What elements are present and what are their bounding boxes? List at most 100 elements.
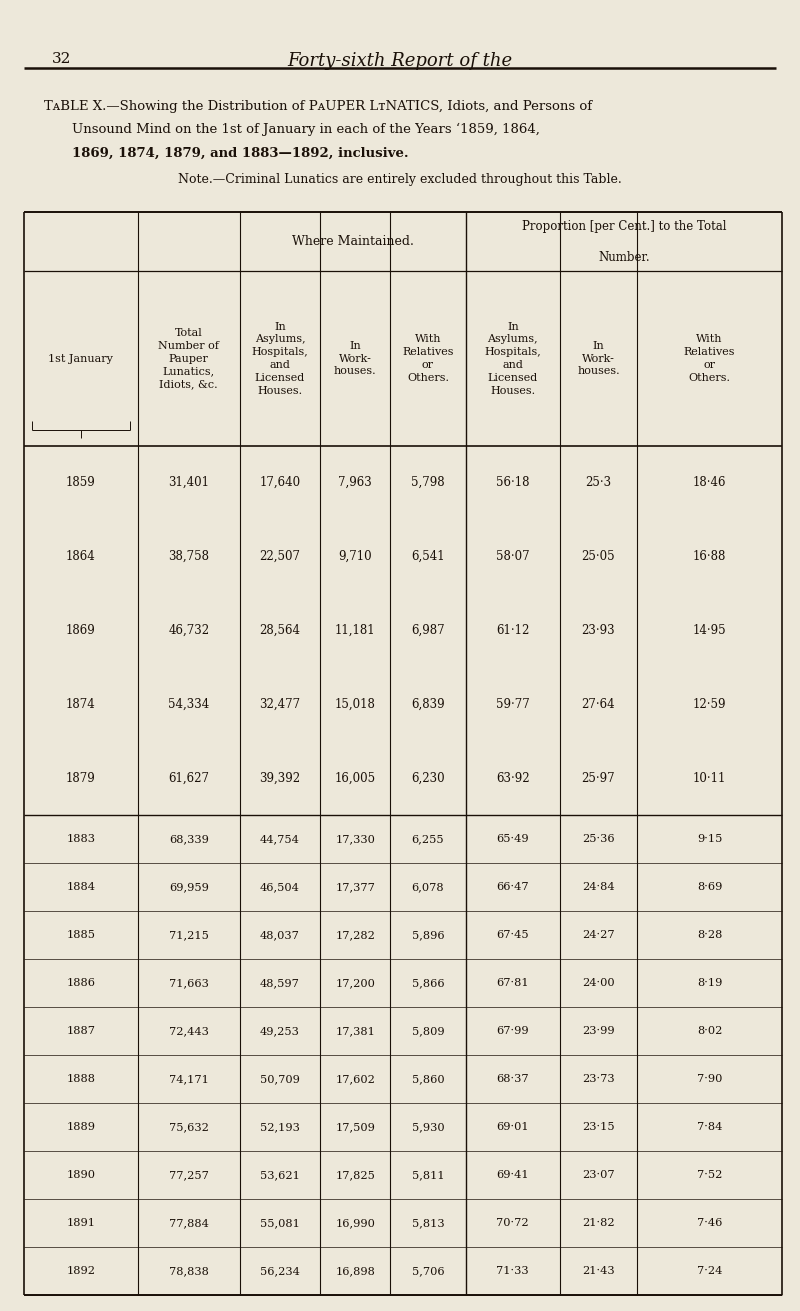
Text: 55,081: 55,081 [260,1218,300,1228]
Text: 74,171: 74,171 [169,1074,209,1084]
Text: 52,193: 52,193 [260,1122,300,1133]
Text: 69,959: 69,959 [169,882,209,893]
Text: 1887: 1887 [66,1027,95,1036]
Text: 44,754: 44,754 [260,834,300,844]
Text: 7·90: 7·90 [697,1074,722,1084]
Text: 46,504: 46,504 [260,882,300,893]
Text: 5,866: 5,866 [412,978,444,988]
Text: 65·49: 65·49 [497,834,529,844]
Text: 1864: 1864 [66,551,96,564]
Text: 27·64: 27·64 [582,697,615,711]
Text: 1884: 1884 [66,882,95,893]
Text: 5,896: 5,896 [412,931,444,940]
Text: 21·43: 21·43 [582,1266,614,1277]
Text: 24·84: 24·84 [582,882,614,893]
Text: 8·02: 8·02 [697,1027,722,1036]
Text: 7·52: 7·52 [697,1171,722,1180]
Text: 25·97: 25·97 [582,772,615,785]
Text: 1888: 1888 [66,1074,95,1084]
Text: 17,200: 17,200 [335,978,375,988]
Text: 17,381: 17,381 [335,1027,375,1036]
Text: 46,732: 46,732 [168,624,210,637]
Text: 12·59: 12·59 [693,697,726,711]
Text: 28,564: 28,564 [259,624,301,637]
Text: In
Asylums,
Hospitals,
and
Licensed
Houses.: In Asylums, Hospitals, and Licensed Hous… [485,321,541,396]
Text: 6,078: 6,078 [412,882,444,893]
Text: 6,255: 6,255 [412,834,444,844]
Text: 77,257: 77,257 [169,1171,209,1180]
Text: 77,884: 77,884 [169,1218,209,1228]
Text: 24·00: 24·00 [582,978,614,988]
Text: With
Relatives
or
Others.: With Relatives or Others. [684,334,735,383]
Text: 22,507: 22,507 [259,551,301,564]
Text: 16,990: 16,990 [335,1218,375,1228]
Text: 11,181: 11,181 [335,624,375,637]
Text: 10·11: 10·11 [693,772,726,785]
Text: 69·01: 69·01 [497,1122,529,1133]
Text: 1890: 1890 [66,1171,95,1180]
Text: 23·07: 23·07 [582,1171,614,1180]
Text: 6,987: 6,987 [411,624,445,637]
Text: 1889: 1889 [66,1122,95,1133]
Text: 25·3: 25·3 [586,476,611,489]
Text: Total
Number of
Pauper
Lunatics,
Idiots, &c.: Total Number of Pauper Lunatics, Idiots,… [158,328,219,389]
Text: 49,253: 49,253 [260,1027,300,1036]
Text: Unsound Mind on the 1st of January in each of the Years ‘1859, 1864,: Unsound Mind on the 1st of January in ea… [72,123,540,136]
Text: 7,963: 7,963 [338,476,372,489]
Text: 1886: 1886 [66,978,95,988]
Text: 23·93: 23·93 [582,624,615,637]
Text: 1859: 1859 [66,476,96,489]
Text: 1883: 1883 [66,834,95,844]
Text: 9·15: 9·15 [697,834,722,844]
Text: In
Work-
houses.: In Work- houses. [334,341,377,376]
Text: In
Work-
houses.: In Work- houses. [577,341,620,376]
Text: Note.—Criminal Lunatics are entirely excluded throughout this Table.: Note.—Criminal Lunatics are entirely exc… [178,173,622,186]
Text: 1892: 1892 [66,1266,95,1277]
Text: 48,597: 48,597 [260,978,300,988]
Text: 5,811: 5,811 [412,1171,444,1180]
Text: 16·88: 16·88 [693,551,726,564]
Text: 16,898: 16,898 [335,1266,375,1277]
Text: 70·72: 70·72 [497,1218,529,1228]
Text: 17,377: 17,377 [335,882,375,893]
Text: 39,392: 39,392 [259,772,301,785]
Text: 5,798: 5,798 [411,476,445,489]
Text: Where Maintained.: Where Maintained. [292,236,414,248]
Text: 58·07: 58·07 [496,551,530,564]
Text: 54,334: 54,334 [168,697,210,711]
Text: 23·99: 23·99 [582,1027,614,1036]
Text: 7·24: 7·24 [697,1266,722,1277]
Text: 5,809: 5,809 [412,1027,444,1036]
Text: 67·99: 67·99 [497,1027,529,1036]
Text: 67·81: 67·81 [497,978,529,988]
Text: 61·12: 61·12 [496,624,530,637]
Text: 67·45: 67·45 [497,931,529,940]
Text: 25·05: 25·05 [582,551,615,564]
Text: In
Asylums,
Hospitals,
and
Licensed
Houses.: In Asylums, Hospitals, and Licensed Hous… [252,321,308,396]
Text: Proportion [per Cent.] to the Total: Proportion [per Cent.] to the Total [522,220,726,232]
Text: 1885: 1885 [66,931,95,940]
Text: 8·19: 8·19 [697,978,722,988]
Text: 69·41: 69·41 [497,1171,529,1180]
Text: 23·73: 23·73 [582,1074,614,1084]
Text: 38,758: 38,758 [168,551,210,564]
Text: 8·69: 8·69 [697,882,722,893]
Text: 66·47: 66·47 [497,882,529,893]
Text: 68,339: 68,339 [169,834,209,844]
Text: 5,860: 5,860 [412,1074,444,1084]
Text: 1879: 1879 [66,772,96,785]
Text: 71·33: 71·33 [497,1266,529,1277]
Text: 5,930: 5,930 [412,1122,444,1133]
Text: 7·84: 7·84 [697,1122,722,1133]
Text: 23·15: 23·15 [582,1122,614,1133]
Text: 15,018: 15,018 [334,697,376,711]
Text: 21·82: 21·82 [582,1218,614,1228]
Text: 71,215: 71,215 [169,931,209,940]
Text: 31,401: 31,401 [168,476,210,489]
Text: 18·46: 18·46 [693,476,726,489]
Text: 25·36: 25·36 [582,834,614,844]
Text: TᴀBLE X.—Showing the Distribution of PᴀUPER LᴛNATICS, Idiots, and Persons of: TᴀBLE X.—Showing the Distribution of PᴀU… [44,100,592,113]
Text: 17,509: 17,509 [335,1122,375,1133]
Text: 5,706: 5,706 [412,1266,444,1277]
Text: 1st January: 1st January [48,354,114,363]
